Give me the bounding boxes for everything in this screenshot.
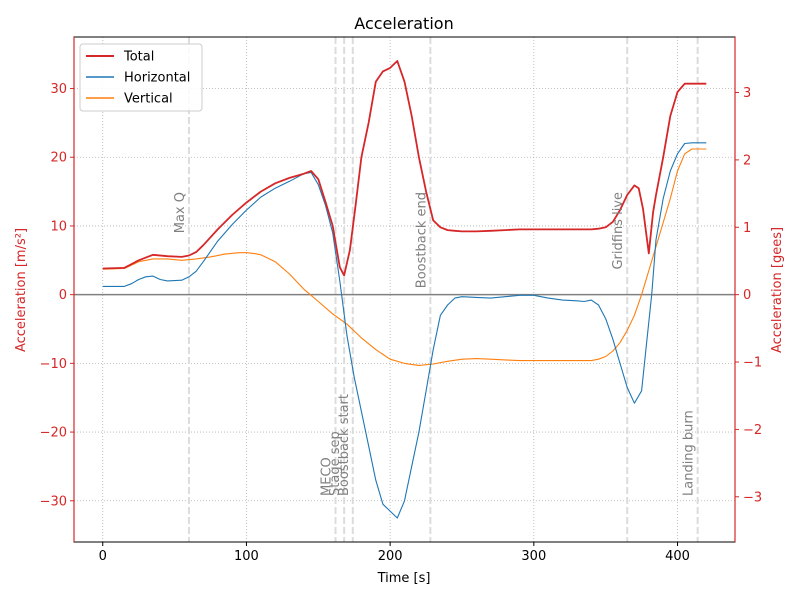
event-label-landing-burn: Landing burn — [682, 410, 697, 496]
y-axis-label-left: Acceleration [m/s²] — [14, 228, 29, 352]
series-line-total — [102, 60, 707, 277]
event-label-stage-sep: Stage sep — [328, 431, 343, 496]
series-lines — [102, 60, 707, 519]
series-line-vertical — [102, 148, 707, 366]
event-label-meco: MECO — [320, 457, 335, 496]
y-tick-label-right: 2 — [743, 153, 751, 168]
y-tick-label-left: 0 — [59, 288, 67, 303]
x-tick-label: 100 — [234, 549, 259, 564]
y-tick-label-left: −10 — [40, 357, 67, 372]
x-tick-label: 200 — [378, 549, 403, 564]
y-axis-label-right: Acceleration [gees] — [770, 227, 785, 353]
legend-box — [79, 43, 203, 112]
series-line-horizontal — [102, 142, 707, 519]
x-tick-label: 300 — [521, 549, 546, 564]
legend-label-horizontal: Horizontal — [124, 71, 190, 86]
x-axis-label: Time [s] — [377, 571, 431, 586]
y-tick-label-left: 20 — [50, 151, 67, 166]
event-label-gridfins-live: Gridfins live — [611, 192, 626, 270]
legend-label-vertical: Vertical — [124, 92, 173, 107]
event-label-boostback-end: Boostback end — [414, 192, 429, 288]
chart-title: Acceleration — [354, 14, 453, 33]
x-tick-label: 0 — [99, 549, 107, 564]
event-label-max-q: Max Q — [173, 192, 188, 233]
x-tick-label: 400 — [665, 549, 690, 564]
y-tick-label-left: 10 — [50, 219, 67, 234]
event-label-boostback-start: Boostback start — [337, 394, 352, 496]
legend-label-total: Total — [123, 50, 154, 65]
y-tick-label-right: −3 — [743, 490, 762, 505]
y-tick-label-left: −20 — [40, 426, 67, 441]
legend: Total Horizontal Vertical — [79, 43, 203, 112]
y-tick-label-right: −1 — [743, 356, 762, 371]
event-lines — [187, 37, 699, 542]
y-tick-label-right: 1 — [743, 221, 751, 236]
y-tick-label-left: 30 — [50, 82, 67, 97]
y-tick-label-left: −30 — [40, 494, 67, 509]
y-tick-label-right: 0 — [743, 288, 751, 303]
y-tick-label-right: 3 — [743, 86, 751, 101]
y-tick-label-right: −2 — [743, 423, 762, 438]
